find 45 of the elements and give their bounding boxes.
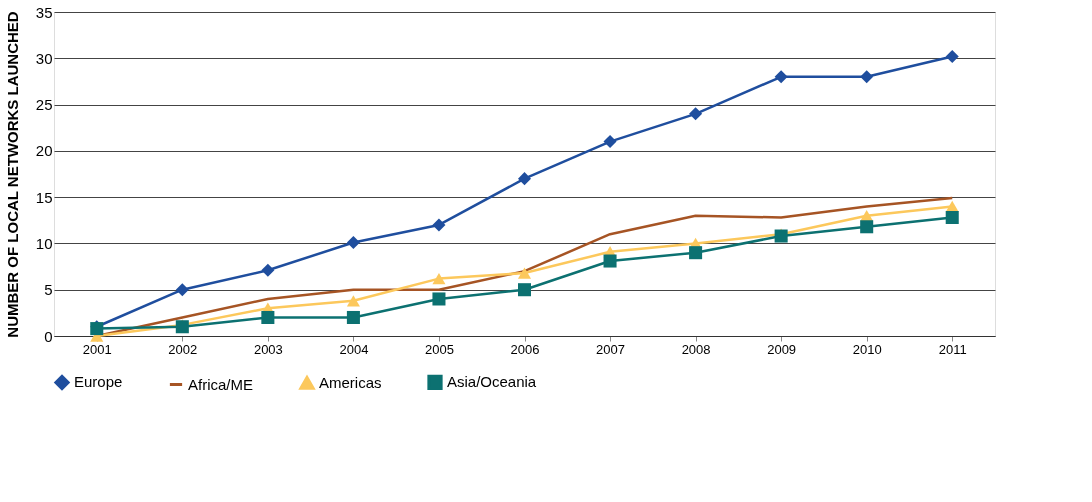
x-tick-label: 2009 bbox=[767, 341, 797, 357]
point bbox=[261, 263, 275, 277]
x-tick-label: 2006 bbox=[510, 341, 540, 357]
point bbox=[346, 235, 360, 250]
point bbox=[689, 107, 703, 121]
legend-label: Africa/ME bbox=[188, 375, 254, 393]
legend-label: Asia/Oceania bbox=[447, 373, 537, 391]
y-tick-label: 35 bbox=[35, 3, 53, 21]
y-tick-label: 10 bbox=[35, 234, 53, 252]
y-tick-label: 15 bbox=[35, 188, 53, 206]
point bbox=[346, 310, 360, 324]
x-tick-label: 2010 bbox=[852, 341, 882, 357]
x-tick-label: 2007 bbox=[596, 341, 626, 357]
y-tick-label: 0 bbox=[44, 327, 53, 345]
point bbox=[945, 49, 959, 63]
y-tick-label: 30 bbox=[35, 49, 53, 67]
point bbox=[860, 220, 874, 234]
x-tick-label: 2011 bbox=[938, 341, 967, 357]
y-tick-label: 5 bbox=[44, 281, 53, 299]
y-tick-label: 25 bbox=[35, 96, 53, 114]
point bbox=[517, 283, 532, 297]
point bbox=[432, 292, 446, 306]
point bbox=[432, 218, 446, 232]
point bbox=[689, 246, 703, 260]
legend-label: Americas bbox=[319, 373, 382, 391]
x-tick-label: 2004 bbox=[339, 341, 369, 357]
point bbox=[603, 254, 617, 268]
point bbox=[261, 310, 275, 324]
point bbox=[603, 135, 617, 149]
point bbox=[774, 70, 788, 84]
x-tick-label: 2002 bbox=[168, 341, 198, 357]
point bbox=[346, 295, 360, 307]
point bbox=[432, 272, 446, 285]
y-tick-label: 20 bbox=[35, 142, 53, 160]
x-tick-label: 2005 bbox=[424, 341, 454, 357]
point bbox=[517, 172, 532, 186]
x-tick-label: 2008 bbox=[681, 341, 711, 357]
point bbox=[175, 283, 189, 297]
x-tick-label: 2001 bbox=[82, 341, 112, 357]
y-axis-title: NUMBER OF LOCAL NETWORKS LAUNCHED bbox=[3, 11, 21, 338]
x-tick-label: 2003 bbox=[253, 341, 283, 357]
legend-label: Europe bbox=[74, 373, 123, 391]
point bbox=[517, 267, 532, 279]
point bbox=[945, 210, 959, 225]
point bbox=[860, 70, 874, 84]
